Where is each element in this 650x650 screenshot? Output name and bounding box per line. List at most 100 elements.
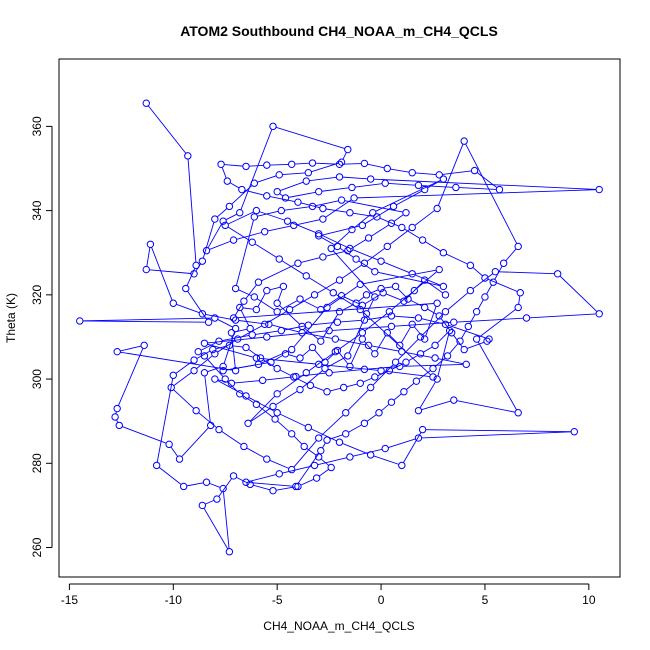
data-point	[431, 354, 439, 362]
series-line-segment	[320, 458, 330, 466]
data-point	[190, 270, 198, 278]
series-line-segment	[317, 457, 347, 466]
series-line-segment	[383, 261, 410, 273]
series-line-segment	[306, 447, 317, 456]
data-point	[418, 236, 427, 244]
data-point	[327, 463, 335, 472]
data-point	[358, 329, 367, 337]
series-line-segment	[269, 330, 326, 338]
data-point	[460, 345, 468, 354]
data-point	[441, 320, 450, 329]
data-point	[200, 352, 209, 360]
series-line-segment	[478, 309, 516, 338]
data-point	[254, 360, 263, 369]
series-line-segment	[321, 225, 360, 236]
series-line-segment	[332, 369, 362, 373]
data-point	[373, 213, 381, 221]
series-line-segment	[459, 187, 497, 190]
data-point	[595, 310, 603, 318]
data-point	[499, 259, 508, 267]
data-point	[190, 356, 198, 364]
data-point	[366, 383, 375, 392]
series-line-segment	[498, 271, 555, 275]
series-line-segment	[293, 440, 317, 468]
series-line-segment	[394, 315, 416, 319]
series-line-segment	[322, 442, 326, 449]
series-line-segment	[346, 383, 358, 388]
series-line-segment	[305, 332, 333, 339]
data-point	[275, 255, 283, 263]
data-point	[360, 419, 369, 427]
data-point	[211, 314, 219, 322]
data-series	[76, 99, 603, 556]
series-line-segment	[425, 429, 572, 433]
x-tick-label: -10	[165, 593, 183, 607]
data-point	[516, 289, 524, 297]
data-point	[273, 299, 281, 307]
data-point	[315, 360, 323, 369]
data-point	[250, 179, 259, 187]
data-point	[263, 455, 271, 463]
data-point	[233, 335, 242, 343]
data-point	[229, 472, 238, 480]
series-line-segment	[425, 306, 437, 337]
y-tick-label: 260	[30, 537, 44, 557]
series-line-segment	[327, 357, 346, 368]
data-point	[402, 358, 410, 366]
series-line-segment	[337, 334, 360, 351]
data-point	[202, 246, 211, 255]
series-line-segment	[227, 211, 254, 225]
data-point	[337, 291, 346, 300]
data-point	[302, 272, 310, 280]
series-line-segment	[389, 229, 410, 245]
series-line-segment	[221, 431, 242, 446]
series-line-segment	[404, 351, 433, 358]
data-point	[327, 244, 335, 253]
series-line-segment	[315, 200, 339, 207]
series-line-segment	[325, 208, 347, 213]
series-line-segment	[181, 427, 209, 458]
data-point	[304, 169, 313, 177]
series-line-segment	[253, 484, 271, 491]
series-line-segment	[242, 307, 254, 310]
series-line-segment	[311, 428, 337, 442]
data-point	[420, 335, 429, 343]
data-point	[398, 347, 406, 356]
series-line-segment	[366, 414, 377, 422]
series-line-segment	[321, 364, 378, 371]
series-line-segment	[176, 303, 200, 314]
data-point	[190, 366, 198, 375]
data-point	[483, 337, 491, 345]
series-line-segment	[82, 320, 206, 323]
series-line-segment	[257, 210, 279, 217]
data-point	[219, 484, 227, 493]
series-line-segment	[404, 228, 421, 239]
series-line-segment	[261, 350, 289, 364]
series-line-segment	[358, 296, 365, 302]
series-line-segment	[332, 250, 374, 295]
series-line-segment	[453, 335, 463, 348]
series-line-segment	[257, 293, 266, 307]
series-line-segment	[320, 414, 344, 437]
data-point	[244, 419, 252, 427]
series-line-segment	[321, 187, 349, 192]
data-point	[335, 307, 344, 316]
data-point	[198, 310, 207, 318]
series-line-segment	[379, 217, 400, 227]
data-point	[435, 265, 443, 274]
data-point	[310, 461, 319, 470]
series-line-segment	[265, 376, 293, 381]
data-point	[279, 282, 288, 291]
data-point	[308, 343, 317, 352]
data-point	[358, 221, 367, 230]
data-point	[366, 175, 375, 183]
series-line-segment	[271, 324, 300, 333]
x-axis-label: CH4_NOAA_m_CH4_QCLS	[263, 619, 414, 633]
data-point	[369, 209, 377, 217]
data-point	[418, 425, 427, 434]
data-point	[142, 265, 150, 274]
data-point	[514, 242, 522, 251]
series-line-segment	[559, 275, 598, 312]
series-line-segment	[205, 313, 233, 320]
data-point	[371, 293, 379, 301]
